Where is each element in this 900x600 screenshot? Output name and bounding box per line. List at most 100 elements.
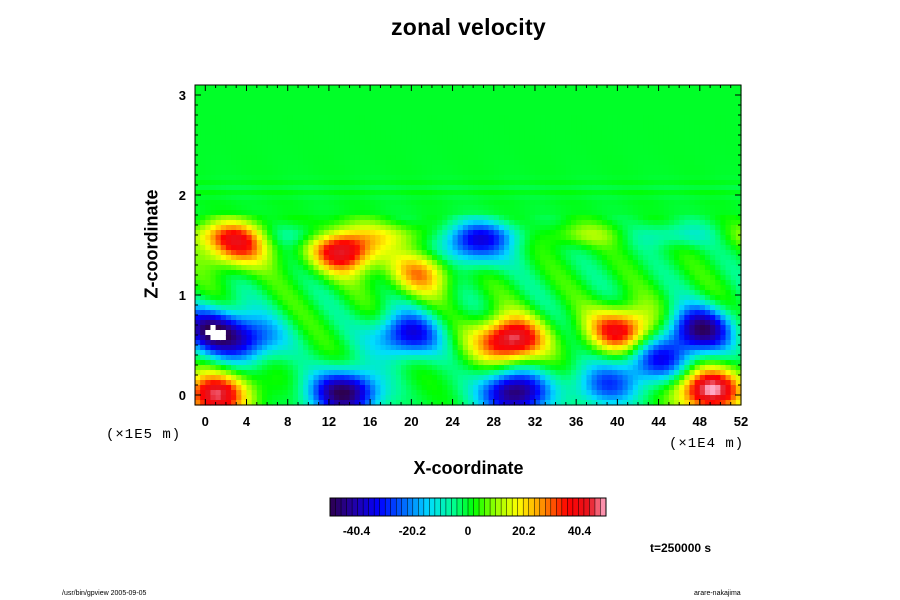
heatmap-cell: [540, 100, 546, 106]
heatmap-cell: [303, 110, 309, 116]
heatmap-cell: [437, 225, 443, 231]
heatmap-cell: [406, 250, 412, 256]
heatmap-cell: [514, 360, 521, 366]
heatmap-cell: [401, 240, 407, 246]
heatmap-cell: [282, 355, 289, 361]
heatmap-cell: [205, 145, 212, 151]
heatmap-cell: [437, 390, 443, 396]
heatmap-cell: [359, 195, 366, 201]
heatmap-cell: [272, 320, 279, 326]
heatmap-cell: [364, 340, 371, 346]
heatmap-cell: [591, 280, 598, 286]
heatmap-cell: [591, 160, 598, 166]
heatmap-cell: [483, 95, 490, 101]
heatmap-cell: [313, 345, 320, 351]
heatmap-cell: [529, 310, 536, 316]
heatmap-cell: [261, 390, 268, 396]
heatmap-cell: [282, 185, 289, 191]
heatmap-cell: [550, 215, 557, 221]
heatmap-cell: [421, 400, 428, 406]
heatmap-cell: [292, 295, 299, 301]
heatmap-cell: [431, 355, 438, 361]
heatmap-cell: [473, 245, 479, 251]
heatmap-cell: [426, 230, 433, 236]
heatmap-cell: [277, 160, 284, 166]
heatmap-cell: [272, 125, 279, 131]
heatmap-cell: [576, 260, 582, 266]
heatmap-cell: [416, 370, 423, 376]
heatmap-cell: [411, 175, 418, 181]
heatmap-cell: [483, 345, 490, 351]
heatmap-cell: [354, 395, 361, 401]
heatmap-cell: [354, 285, 361, 291]
heatmap-cell: [519, 380, 526, 386]
heatmap-cell: [308, 345, 315, 351]
heatmap-cell: [488, 225, 495, 231]
heatmap-cell: [339, 320, 345, 326]
heatmap-cell: [514, 255, 521, 261]
heatmap-cell: [287, 110, 294, 116]
heatmap-cell: [519, 345, 526, 351]
heatmap-cell: [205, 150, 212, 156]
heatmap-cell: [225, 375, 232, 381]
heatmap-cell: [488, 130, 495, 136]
heatmap-cell: [339, 330, 345, 336]
heatmap-cell: [431, 230, 438, 236]
heatmap-cell: [246, 340, 253, 346]
heatmap-cell: [488, 90, 495, 96]
heatmap-cell: [200, 135, 206, 141]
heatmap-cell: [313, 130, 320, 136]
heatmap-cell: [256, 350, 263, 356]
heatmap-cell: [416, 150, 423, 156]
heatmap-cell: [560, 175, 567, 181]
heatmap-cell: [282, 335, 289, 341]
heatmap-cell: [493, 115, 500, 121]
heatmap-cell: [545, 290, 552, 296]
heatmap-cell: [390, 245, 397, 251]
heatmap-cell: [267, 280, 273, 286]
heatmap-cell: [308, 335, 315, 341]
heatmap-cell: [540, 90, 546, 96]
heatmap-cell: [416, 385, 423, 391]
heatmap-cell: [498, 185, 505, 191]
heatmap-cell: [406, 370, 412, 376]
heatmap-cell: [437, 245, 443, 251]
heatmap-cell: [195, 335, 201, 341]
heatmap-cell: [267, 320, 273, 326]
heatmap-cell: [488, 330, 495, 336]
heatmap-cell: [334, 175, 340, 181]
heatmap-cell: [390, 340, 397, 346]
heatmap-cell: [504, 380, 510, 386]
heatmap-cell: [426, 390, 433, 396]
heatmap-cell: [370, 105, 376, 111]
heatmap-cell: [225, 395, 232, 401]
heatmap-cell: [452, 170, 459, 176]
heatmap-cell: [298, 140, 304, 146]
heatmap-cell: [457, 365, 464, 371]
heatmap-cell: [287, 210, 294, 216]
heatmap-cell: [555, 110, 562, 116]
heatmap-cell: [287, 275, 294, 281]
heatmap-cell: [334, 335, 340, 341]
heatmap-cell: [380, 265, 387, 271]
heatmap-cell: [514, 300, 521, 306]
heatmap-cell: [426, 360, 433, 366]
heatmap-cell: [390, 325, 397, 331]
heatmap-cell: [519, 110, 526, 116]
heatmap-cell: [540, 305, 546, 311]
heatmap-cell: [478, 275, 485, 281]
heatmap-cell: [411, 320, 418, 326]
heatmap-cell: [581, 90, 588, 96]
heatmap-cell: [524, 135, 531, 141]
heatmap-cell: [473, 90, 479, 96]
heatmap-cell: [514, 110, 521, 116]
heatmap-cell: [272, 215, 279, 221]
heatmap-cell: [256, 235, 263, 241]
heatmap-cell: [540, 385, 546, 391]
heatmap-cell: [380, 200, 387, 206]
heatmap-cell: [334, 190, 340, 196]
heatmap-cell: [483, 225, 490, 231]
heatmap-cell: [364, 275, 371, 281]
heatmap-cell: [390, 85, 397, 91]
heatmap-cell: [236, 255, 242, 261]
